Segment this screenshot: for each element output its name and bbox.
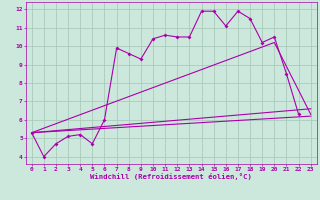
X-axis label: Windchill (Refroidissement éolien,°C): Windchill (Refroidissement éolien,°C) xyxy=(90,173,252,180)
